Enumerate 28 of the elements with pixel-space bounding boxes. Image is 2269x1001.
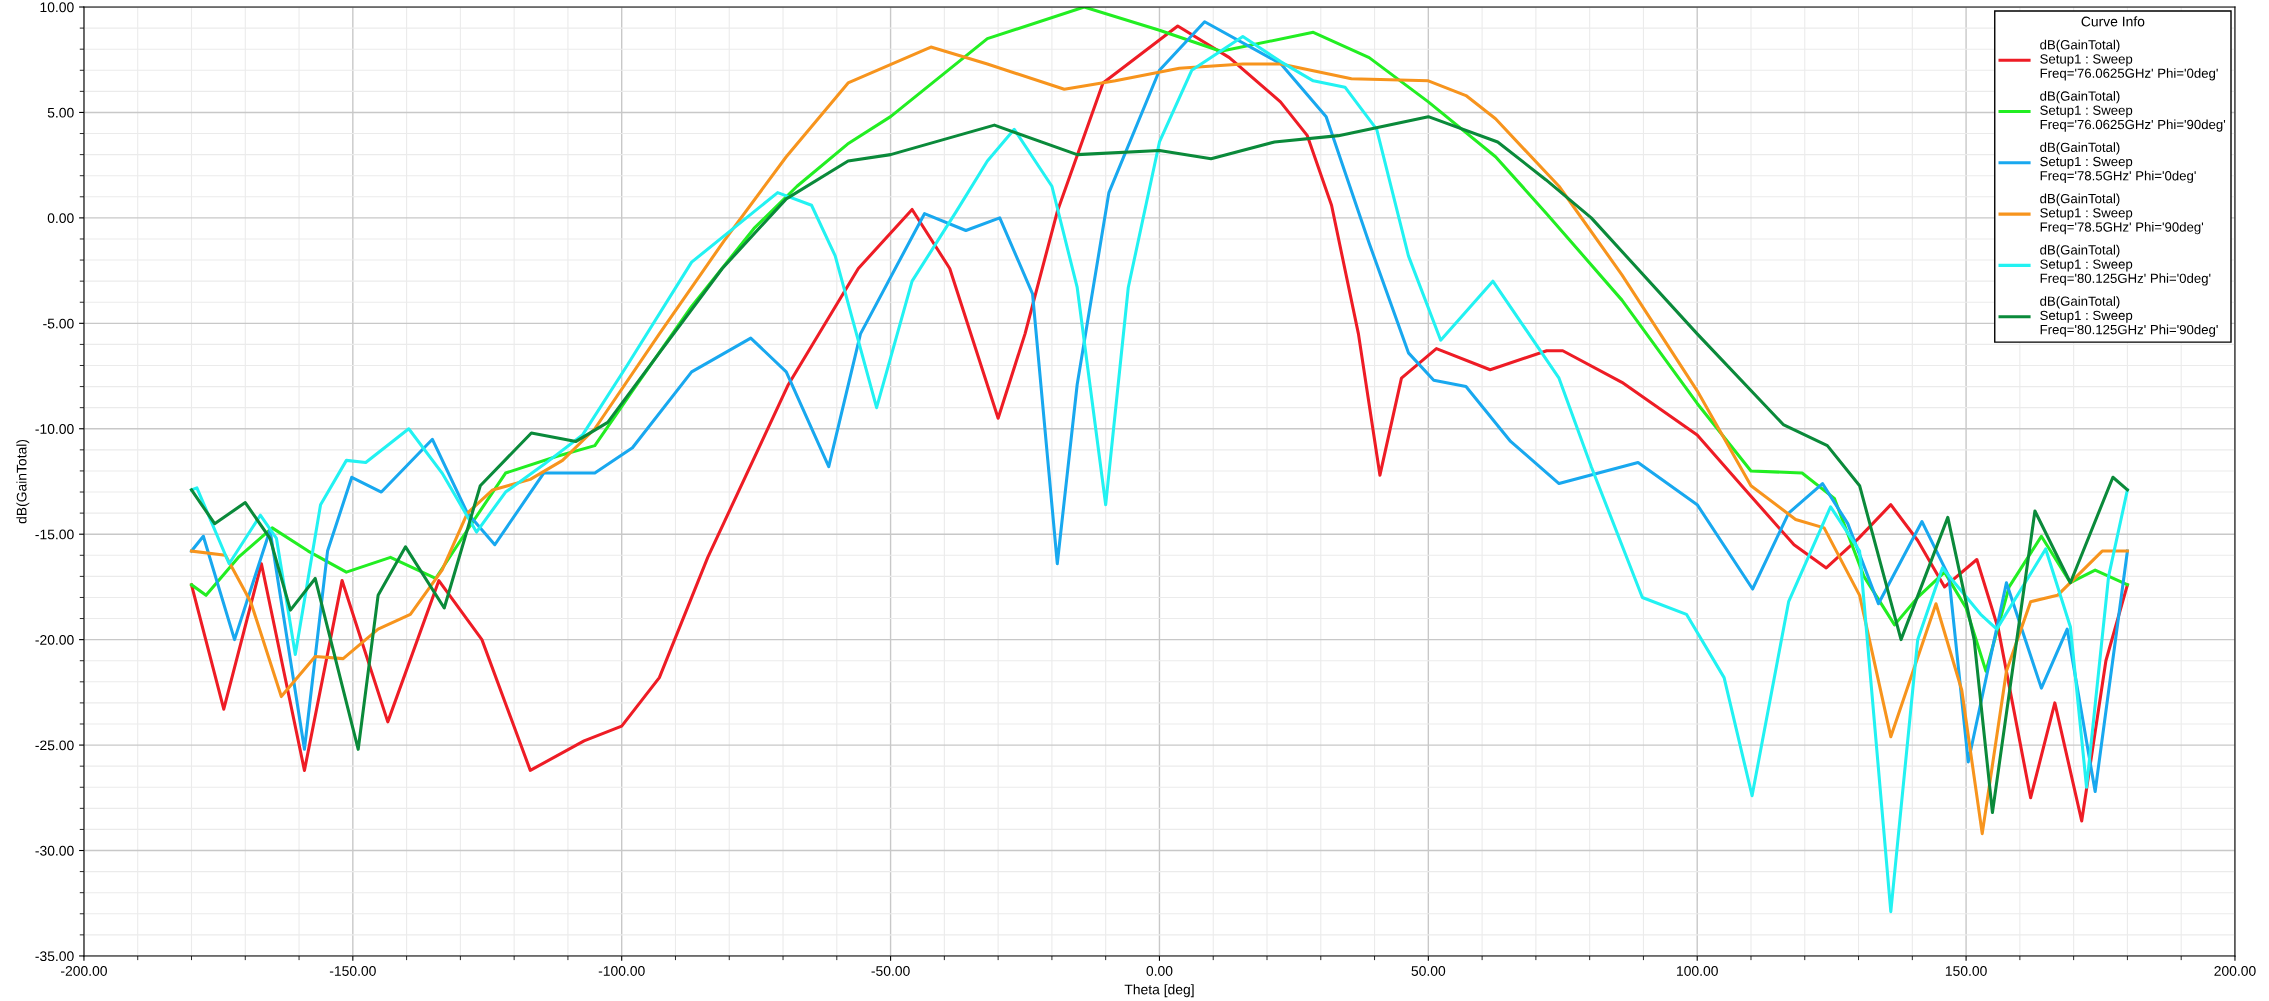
x-tick-label: 100.00	[1677, 966, 1718, 976]
y-tick-label: 5.00	[47, 107, 74, 118]
x-tick-label: -150.00	[329, 966, 376, 976]
x-tick-label: -50.00	[871, 966, 910, 976]
x-tick-label: -200.00	[61, 966, 107, 976]
x-tick-label: 50.00	[1411, 966, 1446, 976]
y-tick-label: -15.00	[35, 529, 74, 540]
legend-label: dB(GainTotal) Setup1 : Sweep Freq='80.125GHz' Phi='90deg'	[2040, 296, 2218, 337]
y-axis-title: dB(GainTotal)	[16, 439, 30, 524]
x-axis-title: Theta [deg]	[1124, 984, 1194, 998]
y-tick-label: -25.00	[35, 740, 74, 751]
y-tick-label: -30.00	[35, 845, 74, 856]
y-tick-label: -10.00	[35, 424, 74, 434]
x-tick-label: 150.00	[1945, 966, 1987, 976]
legend-label: dB(GainTotal) Setup1 : Sweep Freq='76.0625GHz' Phi='0deg'	[2040, 39, 2218, 81]
x-tick-label: -100.00	[598, 966, 645, 976]
y-tick-label: 10.00	[40, 2, 74, 13]
legend-label: dB(GainTotal) Setup1 : Sweep Freq='78.5GHz' Phi='90deg'	[2040, 193, 2204, 235]
y-tick-label: -35.00	[35, 951, 74, 962]
legend-title: Curve Info	[2081, 16, 2145, 27]
legend-label: dB(GainTotal) Setup1 : Sweep Freq='76.0625GHz' Phi='90deg'	[2040, 91, 2226, 132]
legend-label: dB(GainTotal) Setup1 : Sweep Freq='78.5GHz' Phi='0deg'	[2040, 142, 2196, 184]
y-tick-label: -5.00	[43, 318, 74, 329]
x-tick-label: 200.00	[2214, 966, 2256, 976]
x-tick-label: 0.00	[1146, 966, 1173, 976]
y-tick-label: 0.00	[47, 213, 74, 224]
y-tick-label: -20.00	[35, 634, 74, 645]
legend-label: dB(GainTotal) Setup1 : Sweep Freq='80.125GHz' Phi='0deg'	[2040, 244, 2211, 286]
